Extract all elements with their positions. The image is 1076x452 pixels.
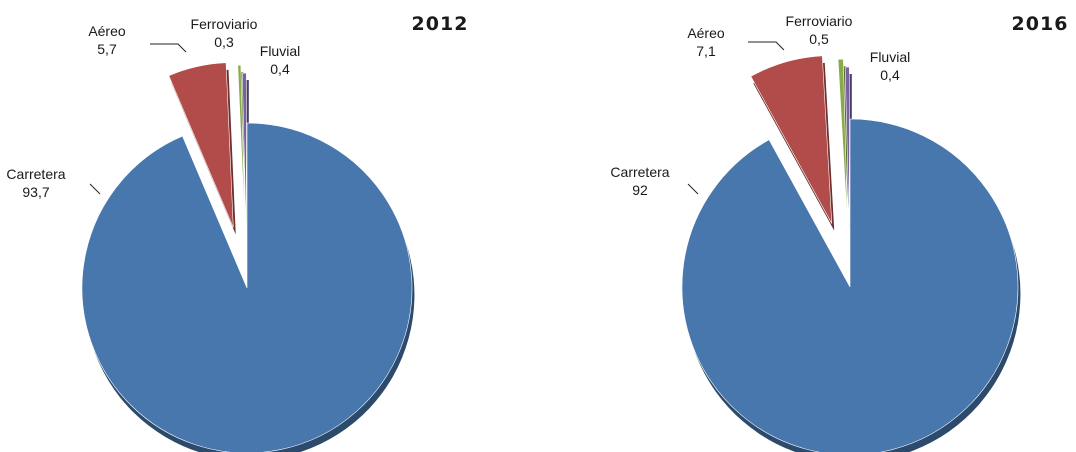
slice-fluvial bbox=[844, 66, 850, 236]
category-label: Ferroviario bbox=[786, 13, 853, 29]
category-label: Fluvial bbox=[870, 49, 910, 65]
leader-line-carretera bbox=[687, 183, 699, 195]
slice-areo bbox=[168, 62, 234, 228]
category-label: Aéreo bbox=[88, 23, 126, 39]
category-label: Fluvial bbox=[260, 43, 300, 59]
slice-ferroviario bbox=[237, 64, 246, 231]
value-label: 0,5 bbox=[809, 31, 829, 47]
slice-carretera bbox=[681, 118, 1019, 452]
chart-year-title: 2012 bbox=[412, 13, 469, 35]
value-label: 0,4 bbox=[270, 61, 290, 77]
category-label: Carretera bbox=[610, 164, 669, 180]
category-label: Ferroviario bbox=[191, 16, 258, 32]
value-label: 7,1 bbox=[696, 43, 716, 59]
value-label: 93,7 bbox=[22, 184, 49, 200]
pie-chart-2016: 2016 Carretera 92 Aéreo 7,1 Ferroviario 0,5 Flu… bbox=[610, 13, 1069, 452]
value-label: 0,3 bbox=[214, 34, 234, 50]
pie-chart-2012: 2012 Carretera 93,7 Aéreo 5,7 Ferroviario 0,3 F… bbox=[6, 13, 469, 452]
leader-line-areo bbox=[150, 43, 187, 53]
category-label: Carretera bbox=[6, 166, 65, 182]
value-label: 92 bbox=[632, 182, 648, 198]
value-label: 0,4 bbox=[880, 67, 900, 83]
slice-ferroviario bbox=[837, 58, 848, 228]
category-label: Aéreo bbox=[687, 25, 725, 41]
slice-fluvial bbox=[241, 72, 247, 239]
slice-carretera bbox=[81, 122, 413, 452]
chart-year-title: 2016 bbox=[1012, 13, 1069, 35]
value-label: 5,7 bbox=[97, 41, 117, 57]
leader-line-carretera bbox=[89, 183, 101, 195]
slice-areo bbox=[750, 55, 833, 224]
leader-line-areo bbox=[748, 41, 785, 51]
